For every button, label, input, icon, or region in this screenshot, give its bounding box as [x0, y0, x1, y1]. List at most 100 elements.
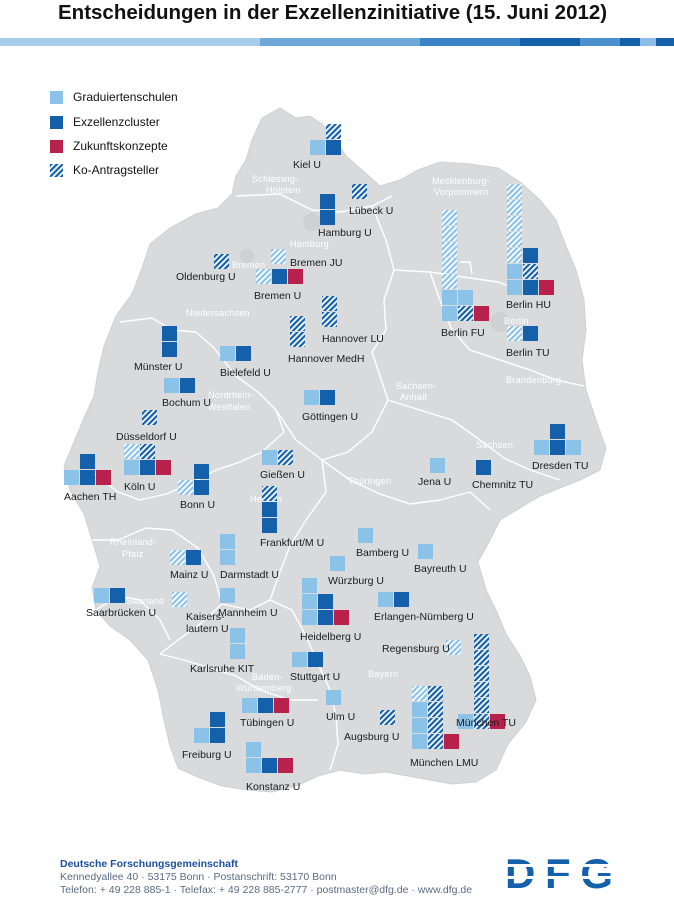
cluster-square: [272, 269, 287, 284]
city-marker: Lübeck U: [349, 184, 393, 217]
city-marker: Bonn U: [178, 464, 215, 511]
co-applicant-square: [380, 710, 395, 725]
region-label: Bayern: [368, 669, 398, 679]
city-marker: Göttingen U: [302, 390, 358, 423]
cluster-square: [262, 502, 277, 517]
graduate-school-square: [507, 264, 522, 279]
cluster-square: [550, 424, 565, 439]
cluster-square: [523, 280, 538, 295]
region-label: Thüringen: [348, 476, 391, 486]
city-marker: Berlin HU: [506, 184, 554, 311]
graduate-school-square: [304, 390, 319, 405]
city-marker: Gießen U: [260, 450, 305, 481]
co-applicant-square: [428, 734, 443, 749]
city-label: Karlsruhe KIT: [190, 663, 255, 675]
city-label: Mannheim U: [218, 607, 278, 619]
city-label: Berlin TU: [506, 347, 550, 359]
co-applicant-square: [290, 316, 305, 331]
cluster-square: [318, 594, 333, 609]
cluster-square: [236, 346, 251, 361]
co-applicant-square: [428, 686, 443, 701]
co-applicant-square: [507, 200, 522, 215]
co-applicant-square: [352, 184, 367, 199]
co-applicant-square: [428, 718, 443, 733]
co-applicant-square: [178, 480, 193, 495]
legend-swatch-future: [50, 140, 63, 153]
co-applicant-square: [322, 312, 337, 327]
future-concept-square: [96, 470, 111, 485]
city-marker: Bielefeld U: [220, 346, 271, 379]
city-label: Kaisers-lautern U: [186, 611, 229, 635]
cluster-square: [194, 464, 209, 479]
cluster-square: [194, 480, 209, 495]
cluster-square: [186, 550, 201, 565]
city-label: Dresden TU: [532, 460, 588, 472]
city-label: Darmstadt U: [220, 569, 279, 581]
graduate-school-square: [442, 290, 457, 305]
region-label: Baden-: [252, 672, 283, 682]
graduate-school-square: [194, 728, 209, 743]
cluster-square: [258, 698, 273, 713]
city-marker: Darmstadt U: [220, 534, 279, 581]
city-marker: Kiel U: [293, 124, 341, 171]
graduate-school-square: [220, 534, 235, 549]
region-label: Sachsen-: [396, 381, 436, 391]
co-applicant-square: [442, 242, 457, 257]
city-label: Saarbrücken U: [86, 607, 156, 619]
city-marker: Hamburg U: [318, 194, 372, 239]
city-label: Düsseldorf U: [116, 431, 177, 443]
city-label: Regensburg U: [382, 643, 450, 655]
city-marker: Tübingen U: [240, 698, 294, 729]
cluster-square: [262, 518, 277, 533]
city-marker: Mainz U: [170, 550, 209, 581]
city-marker: Hannover LU: [322, 296, 384, 345]
region-label: Anhalt: [400, 392, 428, 402]
city-label: Gießen U: [260, 469, 305, 481]
city-marker: Hannover MedH: [288, 316, 364, 365]
city-label: Bremen U: [254, 290, 301, 302]
future-concept-square: [278, 758, 293, 773]
future-concept-square: [490, 714, 505, 729]
region-label: Saarland: [126, 596, 164, 606]
cluster-square: [162, 326, 177, 341]
cluster-square: [318, 610, 333, 625]
state-borders: [91, 193, 585, 771]
co-applicant-square: [507, 248, 522, 263]
region-label: Schleswig-: [252, 174, 299, 184]
city-marker: Karlsruhe KIT: [190, 628, 255, 675]
co-applicant-square: [474, 714, 489, 729]
future-concept-square: [334, 610, 349, 625]
graduate-school-square: [94, 588, 109, 603]
legend-swatch-graduate: [50, 91, 63, 104]
city-label: Konstanz U: [246, 781, 300, 793]
city-label: Tübingen U: [240, 717, 294, 729]
city-label: Mainz U: [170, 569, 209, 581]
city-marker: Düsseldorf U: [116, 410, 177, 443]
city-label: Berlin HU: [506, 299, 551, 311]
city-label: Oldenburg U: [176, 271, 236, 283]
city-label: Aachen TH: [64, 491, 116, 503]
graduate-school-square: [64, 470, 79, 485]
graduate-school-square: [418, 544, 433, 559]
region-labels: Schleswig- Holstein Mecklenburg- Vorpomm…: [110, 174, 561, 693]
city-label: Freiburg U: [182, 749, 232, 761]
cluster-square: [550, 440, 565, 455]
co-applicant-square: [474, 650, 489, 665]
graduate-school-square: [458, 290, 473, 305]
city-label: Hannover LU: [322, 333, 384, 345]
cluster-square: [162, 342, 177, 357]
graduate-school-square: [358, 528, 373, 543]
city-label: Bremen JU: [290, 257, 343, 269]
region-label: Westfalen: [208, 402, 251, 412]
city-label: Frankfurt/M U: [260, 537, 324, 549]
graduate-school-square: [412, 702, 427, 717]
graduate-school-square: [378, 592, 393, 607]
city-label: Ulm U: [326, 711, 355, 723]
city-marker: Kaisers-lautern U: [172, 592, 229, 635]
graduate-school-square: [458, 714, 473, 729]
graduate-school-square: [412, 734, 427, 749]
graduate-school-square: [230, 644, 245, 659]
footer-contact: Telefon: + 49 228 885-1 · Telefax: + 49 …: [60, 884, 473, 896]
graduate-school-square: [302, 610, 317, 625]
co-applicant-square: [412, 686, 427, 701]
